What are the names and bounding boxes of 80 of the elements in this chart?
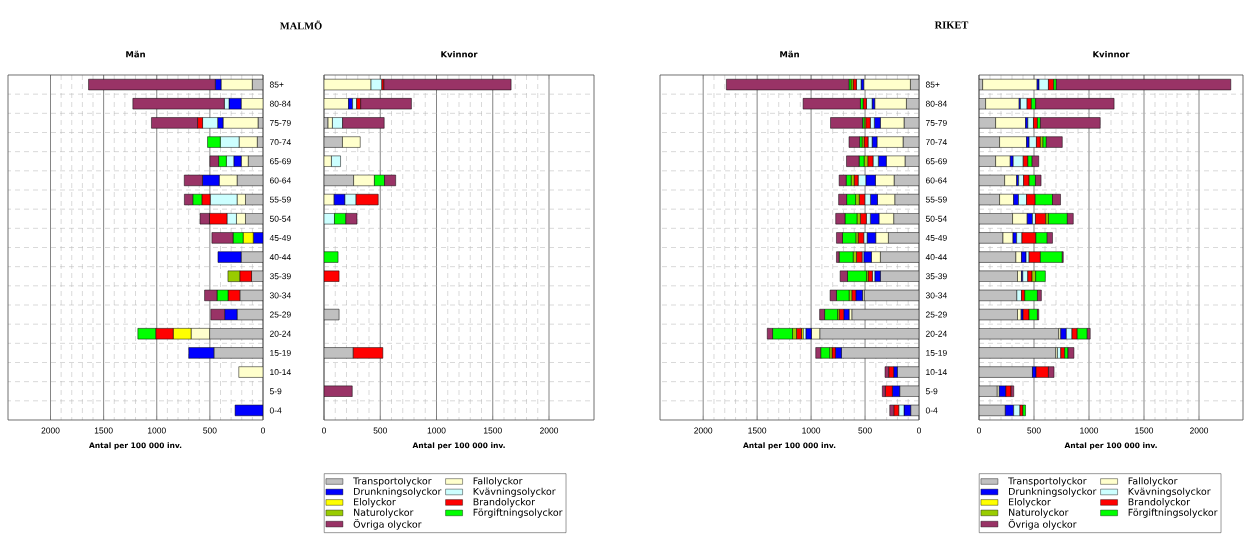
legend-label: Elolyckor: [354, 498, 396, 508]
y-tick-label: 25-29: [269, 311, 291, 318]
y-tick-label: 5-9: [269, 388, 282, 395]
y-tick-label: 85+: [925, 81, 940, 88]
x-tick-label: 1500: [94, 427, 113, 434]
x-tick-label: 1500: [748, 427, 767, 434]
legend-label: Transportolyckor: [353, 477, 432, 487]
x-tick-label: 0: [916, 427, 922, 434]
y-tick-label: 30-34: [925, 292, 947, 299]
y-tick-label: 10-14: [926, 369, 947, 376]
y-tick-label: 70-74: [269, 139, 291, 146]
y-tick-label: 35-39: [925, 273, 947, 280]
y-tick-label: 60-64: [925, 177, 947, 184]
y-tick-label: 15-19: [270, 349, 291, 356]
y-tick-label: 5-9: [925, 388, 938, 395]
y-tick-label: 20-24: [925, 330, 947, 337]
legend-label: Förgiftningsolyckor: [473, 508, 563, 518]
y-tick-label: 80-84: [269, 100, 291, 107]
x-tick-label: 1500: [1135, 427, 1154, 434]
y-tick-label: 30-34: [269, 292, 291, 299]
x-tick-label: 500: [373, 427, 387, 434]
x-tick-label: 2000: [1190, 427, 1209, 434]
x-tick-label: 1000: [1080, 427, 1099, 434]
legend-label: Övriga olyckor: [353, 519, 422, 530]
x-tick-label: 500: [858, 427, 872, 434]
x-tick-label: 1500: [483, 427, 502, 434]
x-tick-label: 500: [1027, 427, 1041, 434]
legend-label: Övriga olyckor: [1008, 519, 1077, 530]
chart-title: Kvinnor: [441, 50, 478, 58]
x-tick-label: 2000: [41, 427, 60, 434]
y-tick-label: 75-79: [269, 119, 291, 126]
y-tick-label: 40-44: [269, 254, 291, 261]
y-tick-label: 60-64: [269, 177, 291, 184]
y-tick-label: 75-79: [925, 119, 947, 126]
text: RIKET: [934, 21, 969, 29]
y-tick-label: 0-4: [925, 407, 938, 414]
x-tick-label: 500: [203, 427, 217, 434]
x-tick-label: 1000: [147, 427, 166, 434]
y-tick-label: 45-49: [925, 234, 947, 241]
x-tick-label: 0: [260, 427, 266, 434]
chart-title: Män: [126, 50, 145, 58]
y-tick-label: 65-69: [269, 158, 291, 165]
legend-label: Kvävningsolyckor: [473, 487, 556, 497]
x-tick-label: 1000: [802, 427, 821, 434]
text: MALMÖ: [279, 20, 322, 30]
y-tick-label: 40-44: [925, 254, 947, 261]
legend-label: Förgiftningsolyckor: [1128, 508, 1218, 518]
y-tick-label: 20-24: [269, 330, 291, 337]
y-tick-label: 50-54: [925, 215, 947, 222]
legend-label: Drunkningsolyckor: [1009, 487, 1097, 497]
y-tick-label: 85+: [269, 81, 284, 88]
y-tick-label: 55-59: [269, 196, 291, 203]
legend-label: Fallolyckor: [473, 477, 523, 487]
y-tick-label: 55-59: [925, 196, 947, 203]
legend-label: Elolyckor: [1009, 498, 1051, 508]
chart-title: Män: [780, 50, 799, 58]
y-tick-label: 45-49: [269, 234, 291, 241]
legend-label: Drunkningsolyckor: [354, 487, 442, 497]
legend-label: Brandolyckor: [473, 498, 536, 508]
y-tick-label: 10-14: [270, 369, 291, 376]
legend-label: Kvävningsolyckor: [1128, 487, 1211, 497]
chart-title: Kvinnor: [1093, 50, 1130, 58]
legend-label: Naturolyckor: [354, 508, 414, 518]
y-tick-label: 0-4: [269, 407, 282, 414]
y-tick-label: 35-39: [269, 273, 291, 280]
legend-label: Fallolyckor: [1128, 477, 1178, 487]
y-tick-label: 70-74: [925, 139, 947, 146]
x-tick-label: 1000: [427, 427, 446, 434]
x-tick-label: 2000: [694, 427, 713, 434]
y-tick-label: 15-19: [926, 349, 947, 356]
x-tick-label: 2000: [540, 427, 559, 434]
legend-label: Naturolyckor: [1009, 508, 1069, 518]
y-tick-label: 65-69: [925, 158, 947, 165]
x-tick-label: 0: [321, 427, 327, 434]
legend-label: Brandolyckor: [1128, 498, 1191, 508]
legend-label: Transportolyckor: [1008, 477, 1087, 487]
y-tick-label: 80-84: [925, 100, 947, 107]
y-tick-label: 25-29: [925, 311, 947, 318]
y-tick-label: 50-54: [269, 215, 291, 222]
x-tick-label: 0: [976, 427, 982, 434]
